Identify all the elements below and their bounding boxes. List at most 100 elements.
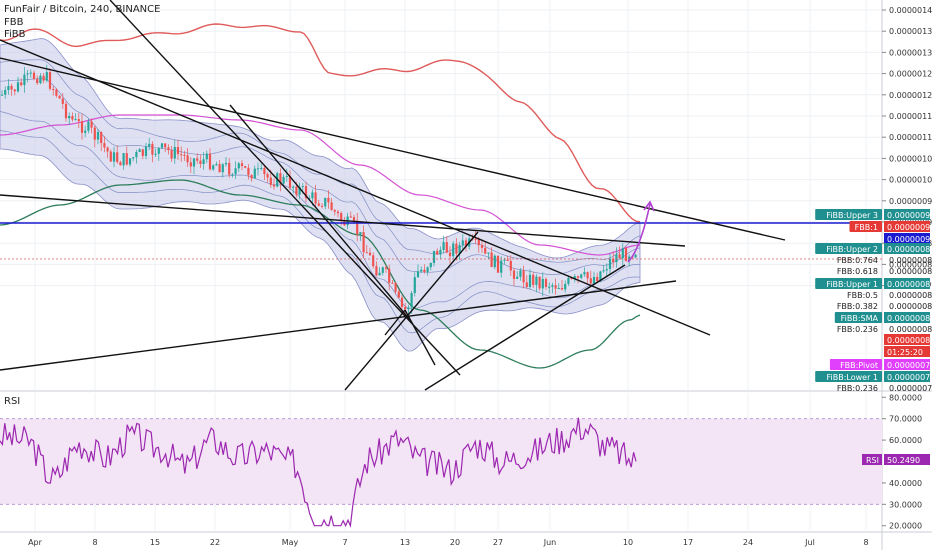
- candle-body: [599, 271, 602, 282]
- price-tag-value-box: [884, 209, 930, 220]
- date-tick-label: 22: [210, 538, 220, 547]
- candle-body: [314, 192, 317, 204]
- candle-body: [484, 247, 487, 254]
- candle-body: [26, 73, 29, 75]
- rsi-panel-label: RSI: [4, 396, 21, 407]
- candle-body: [122, 153, 125, 166]
- candle-body: [23, 74, 26, 86]
- candle-body: [557, 288, 560, 289]
- candle-body: [560, 288, 564, 290]
- price-tick-label: 0.00000105: [889, 154, 932, 163]
- price-tag-name: FiBB:Lower 1: [826, 373, 878, 382]
- candle-body: [615, 254, 618, 263]
- price-tag-value: 0.00000091: [887, 211, 932, 220]
- candle-body: [292, 186, 295, 188]
- trendline-layer[interactable]: [0, 0, 882, 391]
- candle-body: [535, 276, 538, 285]
- date-tick-label: May: [282, 538, 299, 547]
- price-tag-value: 0.00000082: [889, 325, 932, 334]
- candle-body: [208, 153, 212, 170]
- price-tag-name: FBB:0.5: [847, 291, 878, 300]
- candle-body: [621, 248, 624, 259]
- candle-body: [311, 192, 314, 199]
- candle-body: [228, 162, 231, 175]
- candle-body: [84, 130, 87, 133]
- candle-body: [336, 211, 340, 214]
- candle-body: [349, 216, 352, 218]
- rsi-tag-value-box: [884, 454, 930, 465]
- candle-body: [592, 276, 596, 284]
- rsi-tick-label: 30.0000: [889, 500, 922, 509]
- candle-body: [538, 276, 541, 289]
- candle-body: [250, 175, 253, 179]
- candle-body: [170, 150, 173, 159]
- candle-body: [356, 220, 359, 235]
- price-tag-value-box: [884, 278, 930, 289]
- price-tag-name-box: [815, 278, 882, 289]
- candle-body: [74, 119, 77, 121]
- candle-body: [384, 267, 388, 269]
- candle-body: [327, 197, 330, 203]
- candle-body: [0, 94, 4, 96]
- candle-body: [231, 174, 234, 176]
- price-tag-name-box: [815, 243, 882, 254]
- candle-body: [218, 164, 221, 173]
- price-tag-value: 0.00000082: [887, 314, 932, 323]
- candle-body: [439, 249, 442, 255]
- candle-body: [589, 278, 592, 284]
- price-tag-name: FBB:0.382: [837, 302, 878, 311]
- rsi-band-fill: [0, 418, 882, 505]
- candle-body: [189, 162, 192, 167]
- candle-body: [512, 270, 516, 279]
- candle-body: [448, 252, 452, 257]
- candle-body: [404, 307, 407, 310]
- candle-body: [52, 89, 55, 90]
- candle-body: [324, 197, 327, 207]
- candle-body: [164, 143, 167, 148]
- candle-body: [29, 72, 32, 74]
- projection-arrow: [627, 203, 651, 263]
- candle-body: [39, 75, 42, 84]
- candle-body: [183, 154, 186, 156]
- price-tag-value: 0.00000076: [889, 384, 932, 393]
- candle-body: [426, 267, 429, 272]
- candle-body: [48, 72, 52, 89]
- trendline: [404, 309, 436, 366]
- candle-body: [244, 166, 247, 168]
- candle-body: [36, 79, 39, 84]
- candle-body: [320, 205, 324, 207]
- candle-body: [458, 245, 461, 254]
- candle-body: [7, 86, 10, 90]
- price-tag-value-box: [884, 371, 930, 382]
- date-tick-label: 27: [493, 538, 503, 547]
- candle-body: [410, 293, 413, 308]
- candle-body: [173, 147, 176, 159]
- candle-body: [624, 248, 628, 262]
- price-tick-label: 0.00000135: [889, 27, 932, 36]
- candle-body: [365, 252, 368, 254]
- candle-body: [496, 255, 500, 273]
- candle-body: [330, 202, 333, 211]
- candle-body: [391, 282, 394, 284]
- candle-body: [362, 232, 365, 253]
- candle-body: [586, 272, 589, 279]
- candle-body: [192, 158, 196, 167]
- candle-body: [503, 259, 506, 261]
- candle-body: [490, 252, 493, 268]
- candle-body: [554, 285, 557, 289]
- candle-body: [461, 240, 464, 245]
- price-tag-value-box: [884, 334, 930, 345]
- rsi-tick-label: 80.0000: [889, 393, 922, 402]
- candle-body: [42, 75, 45, 81]
- candle-body: [176, 147, 180, 155]
- candle-body: [224, 162, 228, 165]
- candle-body: [400, 297, 404, 307]
- date-tick-label: 8: [92, 538, 97, 547]
- projection-arrow-head: [643, 200, 655, 212]
- rsi-tag-value: 50.2490: [887, 456, 920, 465]
- date-tick-label: Apr: [28, 538, 43, 547]
- candle-body: [253, 168, 256, 179]
- rsi-tick-label: 20.0000: [889, 522, 922, 531]
